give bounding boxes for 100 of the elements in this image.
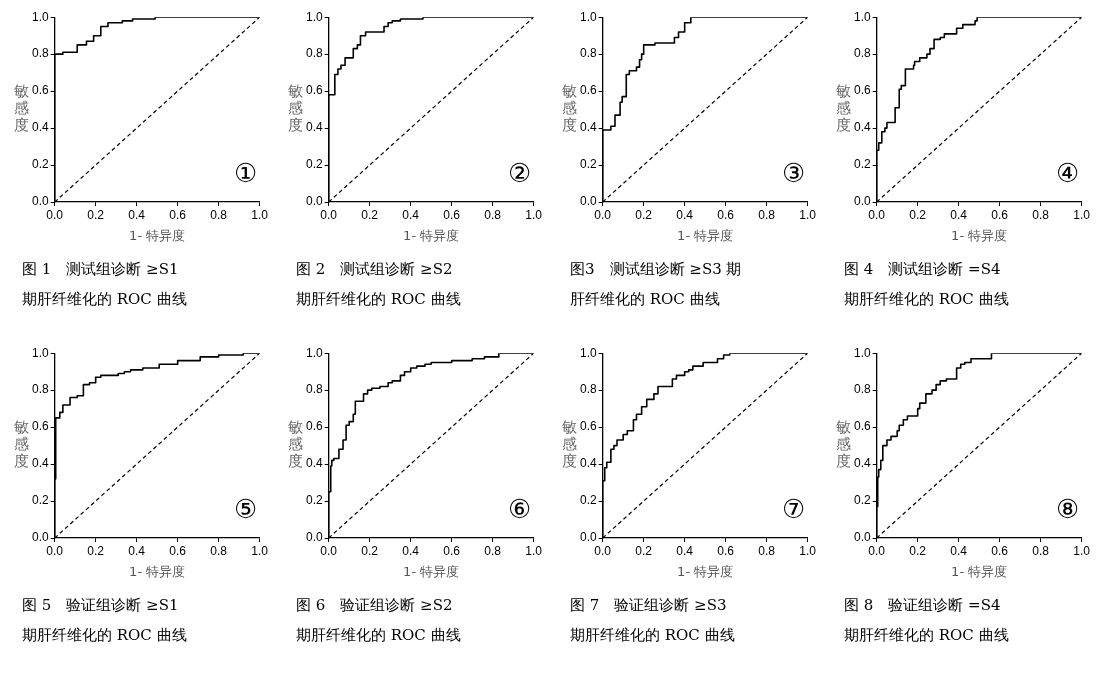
annotation: ⑦ — [782, 493, 806, 524]
y-tick-label: 0.4 — [305, 456, 323, 471]
x-tick-label: 0.0 — [46, 543, 64, 558]
y-tick-label: 0.0 — [853, 530, 871, 545]
x-tick-label: 0.4 — [128, 207, 146, 222]
y-tick-label: 0.6 — [305, 83, 323, 98]
y-tick-label: 0.0 — [305, 194, 323, 209]
y-axis-title: 敏感度 — [561, 82, 577, 135]
annotation: ⑧ — [1056, 493, 1080, 524]
x-tick-label: 0.4 — [128, 543, 146, 558]
x-tick-label: 0.6 — [443, 207, 461, 222]
x-tick-label: 1.0 — [251, 207, 269, 222]
text: 图3 测试组诊断 ≥S3 期肝纤维化的 ROC 曲线 — [570, 259, 742, 310]
y-tick-label: 0.0 — [579, 530, 597, 545]
annotation: ② — [508, 157, 532, 188]
x-tick-label: 0.6 — [169, 207, 187, 222]
x-tick-label: 0.2 — [87, 207, 105, 222]
x-tick-label: 0.0 — [46, 207, 64, 222]
x-axis-title: 1- 特异度 — [403, 227, 460, 243]
x-tick-label: 0.2 — [635, 207, 653, 222]
x-tick-label: 0.2 — [361, 543, 379, 558]
annotation: ⑤ — [234, 493, 258, 524]
y-axis-title: 敏感度 — [287, 82, 303, 135]
y-tick-label: 0.2 — [579, 157, 597, 172]
x-tick-label: 0.6 — [991, 543, 1009, 558]
x-tick-label: 0.8 — [1032, 207, 1050, 222]
y-tick-label: 0.0 — [305, 530, 323, 545]
y-tick-label: 0.2 — [305, 493, 323, 508]
text: 图 7 验证组诊断 ≥S3 期肝纤维化的 ROC 曲线 — [570, 595, 736, 646]
y-tick-label: 0.6 — [579, 83, 597, 98]
x-tick-label: 0.2 — [909, 207, 927, 222]
x-axis-title: 1- 特异度 — [951, 227, 1008, 243]
y-tick-label: 1.0 — [305, 9, 323, 24]
y-axis-title: 敏感度 — [561, 418, 577, 471]
y-tick-label: 0.6 — [31, 83, 49, 98]
annotation: ③ — [782, 157, 806, 188]
x-tick-label: 0.8 — [484, 207, 502, 222]
y-tick-label: 0.0 — [579, 194, 597, 209]
y-tick-label: 1.0 — [853, 9, 871, 24]
x-tick-label: 0.0 — [320, 543, 338, 558]
y-tick-label: 1.0 — [31, 9, 49, 24]
x-tick-label: 0.2 — [361, 207, 379, 222]
y-tick-label: 0.8 — [305, 46, 323, 61]
y-tick-label: 0.8 — [31, 382, 49, 397]
x-tick-label: 0.4 — [402, 543, 420, 558]
x-tick-label: 1.0 — [799, 543, 817, 558]
x-axis-title: 1- 特异度 — [951, 563, 1008, 579]
y-tick-label: 0.0 — [853, 194, 871, 209]
x-tick-label: 0.4 — [676, 207, 694, 222]
y-tick-label: 0.4 — [31, 120, 49, 135]
x-axis-title: 1- 特异度 — [403, 563, 460, 579]
y-tick-label: 0.4 — [853, 120, 871, 135]
y-tick-label: 0.6 — [579, 419, 597, 434]
x-axis-title: 1- 特异度 — [677, 227, 734, 243]
y-axis-title: 敏感度 — [287, 418, 303, 471]
text: 图 4 测试组诊断 =S4 期肝纤维化的 ROC 曲线 — [844, 259, 1010, 310]
y-tick-label: 1.0 — [579, 9, 597, 24]
y-tick-label: 1.0 — [853, 345, 871, 360]
x-axis-title: 1- 特异度 — [129, 563, 186, 579]
y-tick-label: 0.2 — [853, 157, 871, 172]
x-tick-label: 0.4 — [402, 207, 420, 222]
y-axis-title: 敏感度 — [13, 418, 29, 471]
x-tick-label: 0.0 — [594, 207, 612, 222]
x-tick-label: 0.8 — [210, 543, 228, 558]
y-tick-label: 0.4 — [31, 456, 49, 471]
y-tick-label: 0.2 — [853, 493, 871, 508]
y-tick-label: 0.4 — [579, 120, 597, 135]
y-tick-label: 1.0 — [579, 345, 597, 360]
x-tick-label: 0.8 — [210, 207, 228, 222]
x-tick-label: 0.4 — [676, 543, 694, 558]
x-tick-label: 1.0 — [1073, 207, 1091, 222]
text: 图 1 测试组诊断 ≥S1 期肝纤维化的 ROC 曲线 — [22, 259, 188, 310]
text: 图 6 验证组诊断 ≥S2 期肝纤维化的 ROC 曲线 — [296, 595, 462, 646]
x-tick-label: 0.0 — [320, 207, 338, 222]
x-tick-label: 0.8 — [484, 543, 502, 558]
x-tick-label: 1.0 — [251, 543, 269, 558]
x-tick-label: 1.0 — [525, 543, 543, 558]
y-tick-label: 0.8 — [31, 46, 49, 61]
x-tick-label: 0.2 — [909, 543, 927, 558]
x-tick-label: 0.0 — [868, 207, 886, 222]
x-tick-label: 0.6 — [443, 543, 461, 558]
y-tick-label: 0.6 — [31, 419, 49, 434]
x-tick-label: 1.0 — [799, 207, 817, 222]
x-tick-label: 0.8 — [1032, 543, 1050, 558]
annotation: ① — [234, 157, 258, 188]
text: 图 8 验证组诊断 =S4 期肝纤维化的 ROC 曲线 — [844, 595, 1010, 646]
y-tick-label: 0.8 — [853, 382, 871, 397]
y-tick-label: 0.4 — [853, 456, 871, 471]
x-tick-label: 0.6 — [169, 543, 187, 558]
y-tick-label: 0.4 — [305, 120, 323, 135]
y-tick-label: 0.4 — [579, 456, 597, 471]
y-tick-label: 0.0 — [31, 530, 49, 545]
annotation: ⑥ — [508, 493, 532, 524]
x-axis-title: 1- 特异度 — [129, 227, 186, 243]
y-tick-label: 0.2 — [305, 157, 323, 172]
annotation: ④ — [1056, 157, 1080, 188]
y-axis-title: 敏感度 — [835, 82, 851, 135]
y-axis-title: 敏感度 — [13, 82, 29, 135]
y-tick-label: 1.0 — [305, 345, 323, 360]
x-tick-label: 0.8 — [758, 207, 776, 222]
